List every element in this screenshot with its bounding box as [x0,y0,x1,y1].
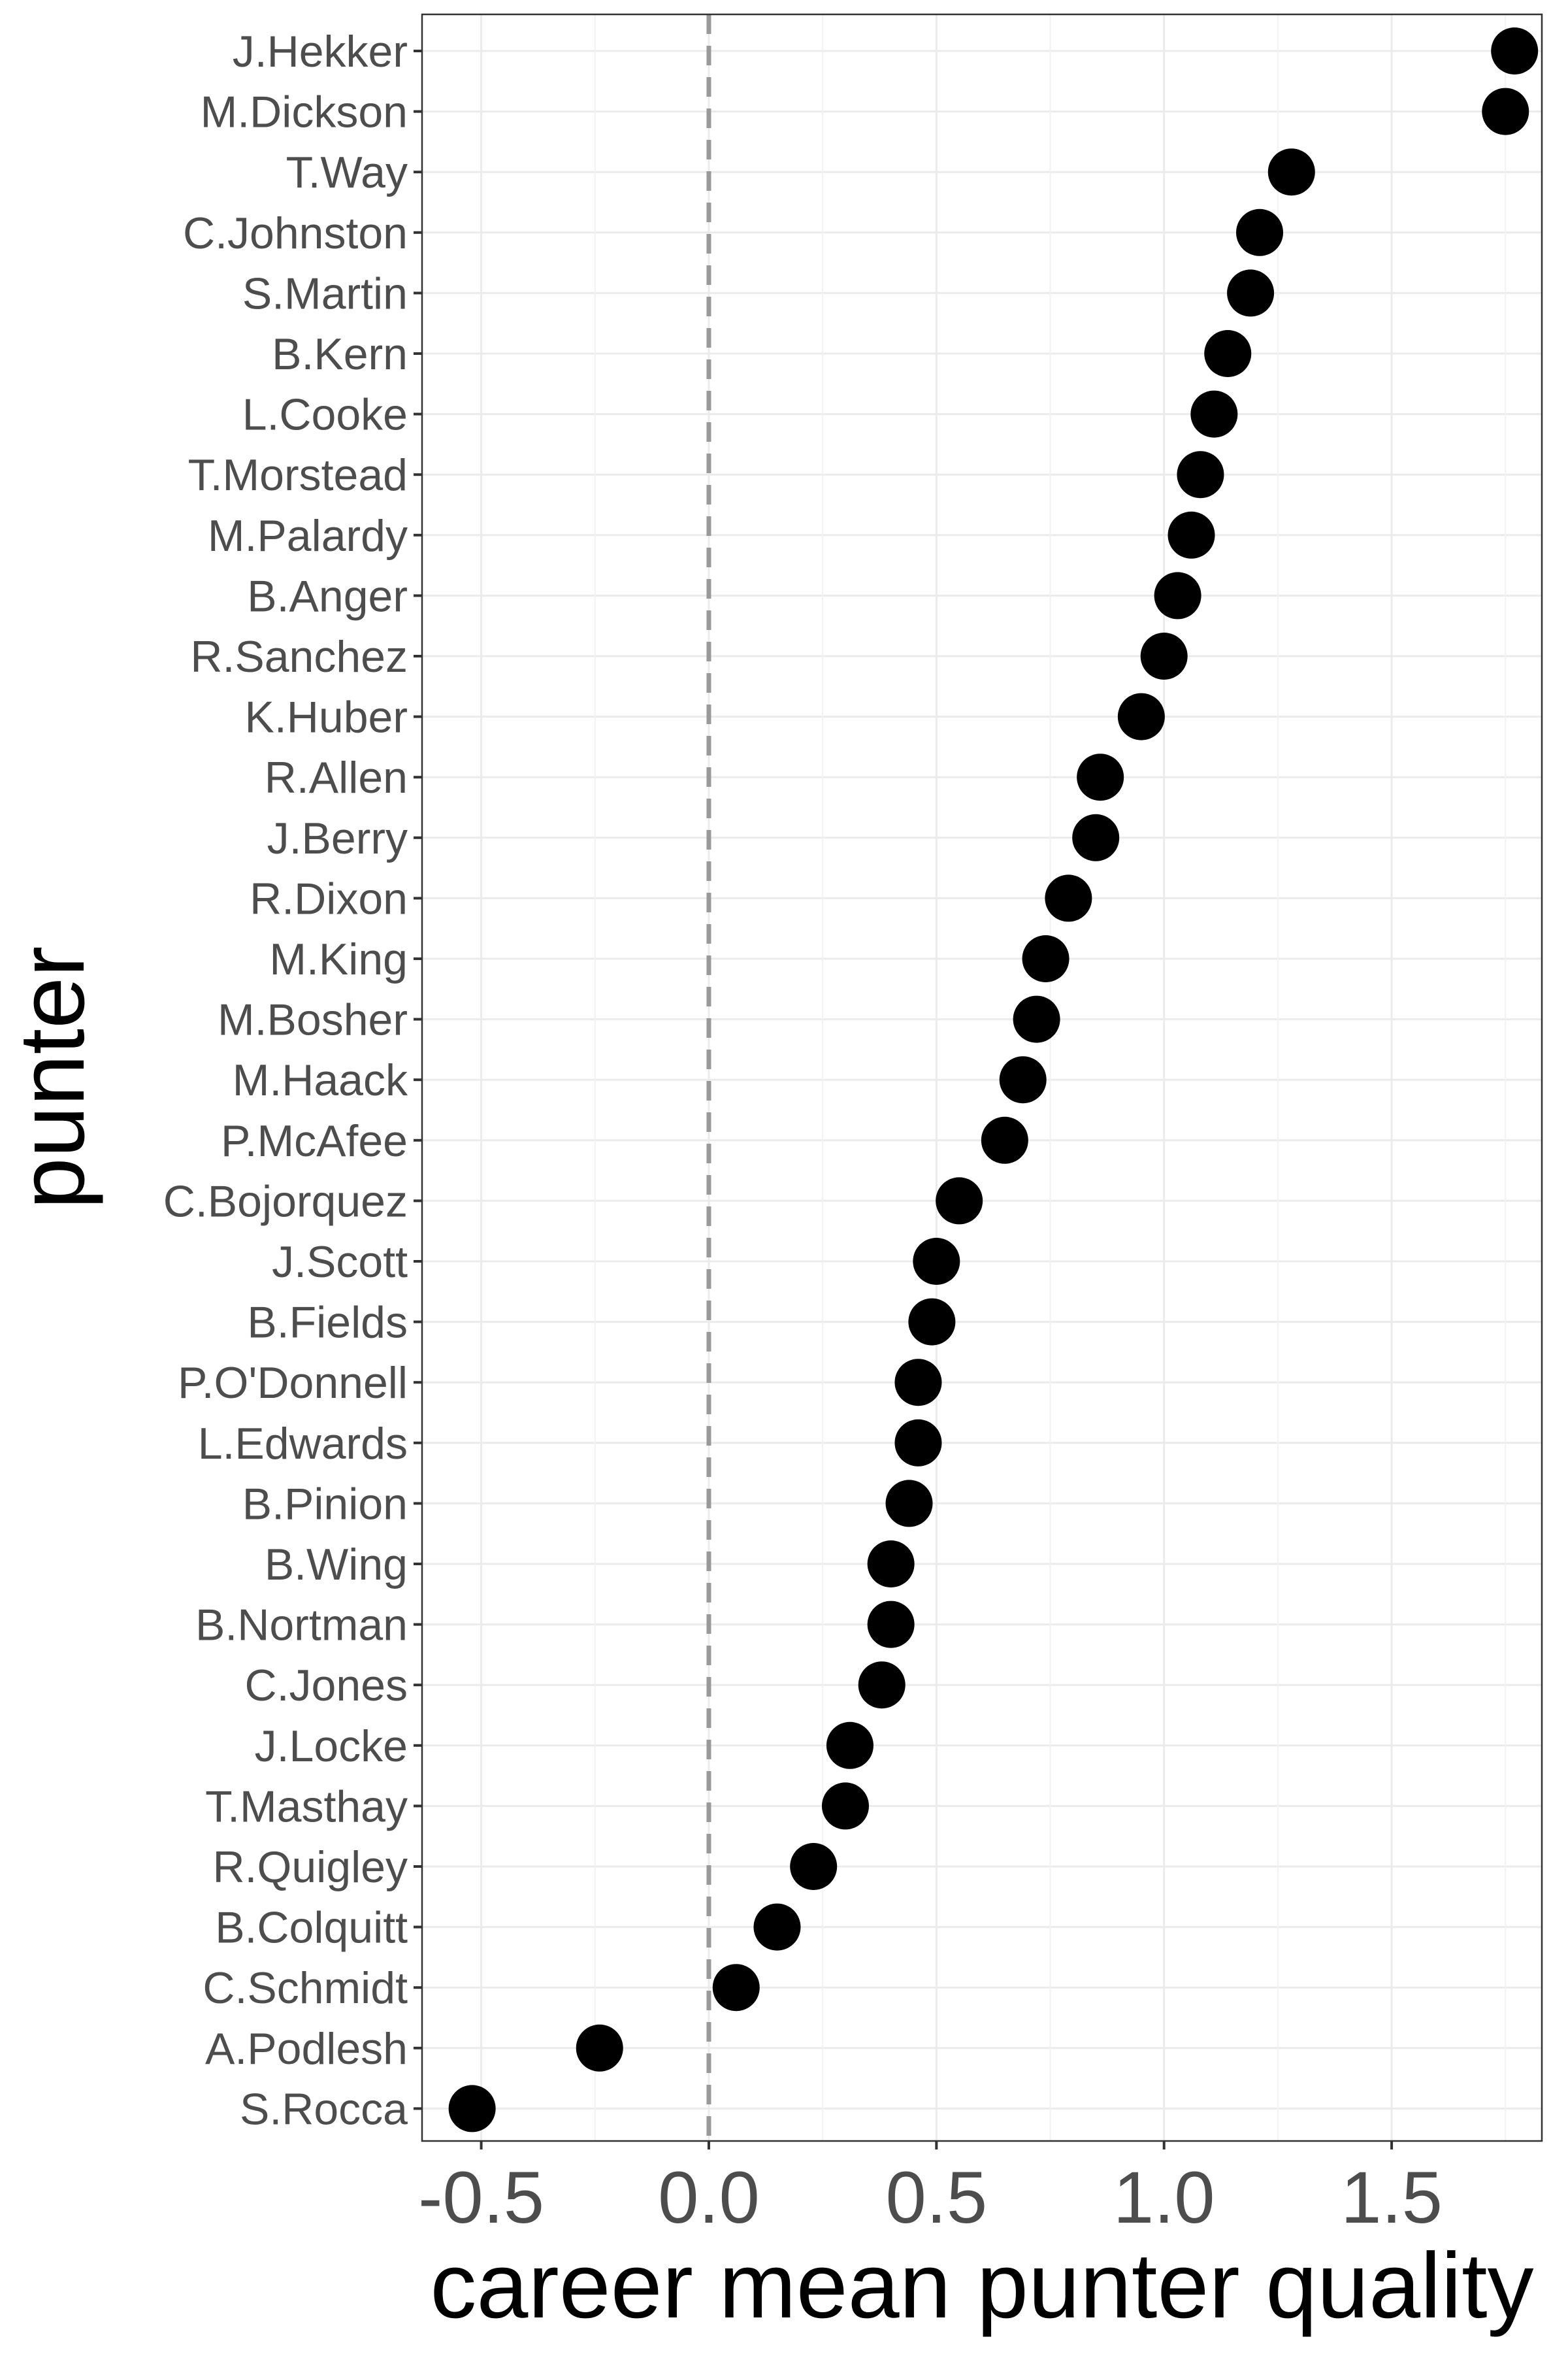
x-tick-label: -0.5 [418,2157,544,2238]
y-tick-label: P.McAfee [221,1116,408,1166]
data-point [826,1721,874,1769]
y-tick-label: T.Masthay [205,1782,408,1831]
y-tick-label: B.Colquitt [215,1903,408,1953]
data-point [1045,874,1092,922]
data-point [1204,330,1252,377]
data-point [790,1843,838,1890]
y-tick-label: J.Scott [272,1237,408,1287]
data-point [1077,754,1124,801]
data-point [1267,148,1315,196]
data-point [821,1782,869,1830]
data-point [981,1116,1028,1164]
data-point [1227,269,1275,317]
x-tick-label: 1.5 [1341,2157,1443,2238]
y-tick-label: L.Edwards [198,1419,408,1468]
y-tick-label: C.Johnston [183,208,408,258]
data-point [867,1601,915,1648]
y-tick-label: C.Bojorquez [163,1176,408,1226]
y-tick-label: R.Dixon [250,874,408,923]
y-tick-label: J.Hekker [233,27,408,76]
y-tick-label: C.Jones [245,1661,408,1710]
data-point [1177,451,1224,499]
y-tick-label: K.Huber [245,693,408,742]
data-point [712,1964,760,2012]
y-tick-label: M.Haack [233,1055,408,1105]
data-point [753,1903,801,1951]
y-tick-label: B.Pinion [242,1479,408,1529]
data-point [448,2085,496,2132]
y-tick-label: B.Nortman [195,1601,408,1650]
data-point [913,1238,960,1285]
y-tick-label: S.Martin [242,269,408,318]
y-tick-label: T.Way [286,148,408,197]
y-tick-label: L.Cooke [242,390,408,440]
y-tick-label: B.Kern [272,329,408,379]
data-point [1190,390,1238,438]
x-axis: -0.5 0.0 0.5 1.0 1.5 [418,2141,1443,2238]
data-point [894,1359,942,1406]
data-point [1168,511,1215,559]
y-tick-label: R.Sanchez [190,632,408,682]
data-point [894,1419,942,1467]
y-tick-label: J.Locke [255,1721,408,1771]
y-tick-label: J.Berry [267,814,408,863]
y-tick-label: M.Bosher [218,995,408,1045]
y-tick-label: B.Fields [247,1298,408,1348]
x-tick-label: 1.0 [1113,2157,1215,2238]
y-tick-label: R.Quigley [212,1842,408,1892]
y-axis: J.Hekker M.Dickson T.Way C.Johnston S.Martin… [163,27,422,2134]
panel-border [421,13,1543,2142]
y-tick-label: M.Dickson [201,88,408,137]
y-tick-label: C.Schmidt [203,1963,408,2013]
data-point [576,2024,623,2072]
y-tick-label: M.Palardy [208,511,408,561]
data-point [1482,88,1529,135]
y-axis-title: punter [0,946,104,1210]
data-points [448,27,1539,2132]
data-point [1022,935,1070,982]
data-point [867,1540,915,1587]
x-axis-title: career mean punter quality [430,2234,1533,2338]
data-point [1072,814,1120,861]
data-point [999,1056,1047,1104]
data-point [1117,693,1165,740]
data-point [908,1298,956,1346]
y-tick-label: P.O'Donnell [178,1358,408,1408]
y-tick-label: B.Wing [265,1540,408,1589]
data-point [1154,572,1201,620]
y-tick-label: T.Morstead [188,450,408,500]
y-tick-label: S.Rocca [240,2084,408,2134]
data-point [1236,208,1284,256]
x-tick-label: 0.5 [885,2157,987,2238]
y-tick-label: A.Podlesh [205,2024,408,2074]
data-point [885,1480,933,1527]
data-point [1140,633,1188,680]
y-tick-label: M.King [269,935,408,984]
data-point [1491,27,1539,75]
data-point [1013,995,1060,1043]
y-tick-label: B.Anger [247,571,408,621]
x-tick-label: 0.0 [658,2157,760,2238]
y-tick-label: R.Allen [265,753,408,803]
data-point [936,1177,983,1225]
data-point [858,1661,906,1709]
